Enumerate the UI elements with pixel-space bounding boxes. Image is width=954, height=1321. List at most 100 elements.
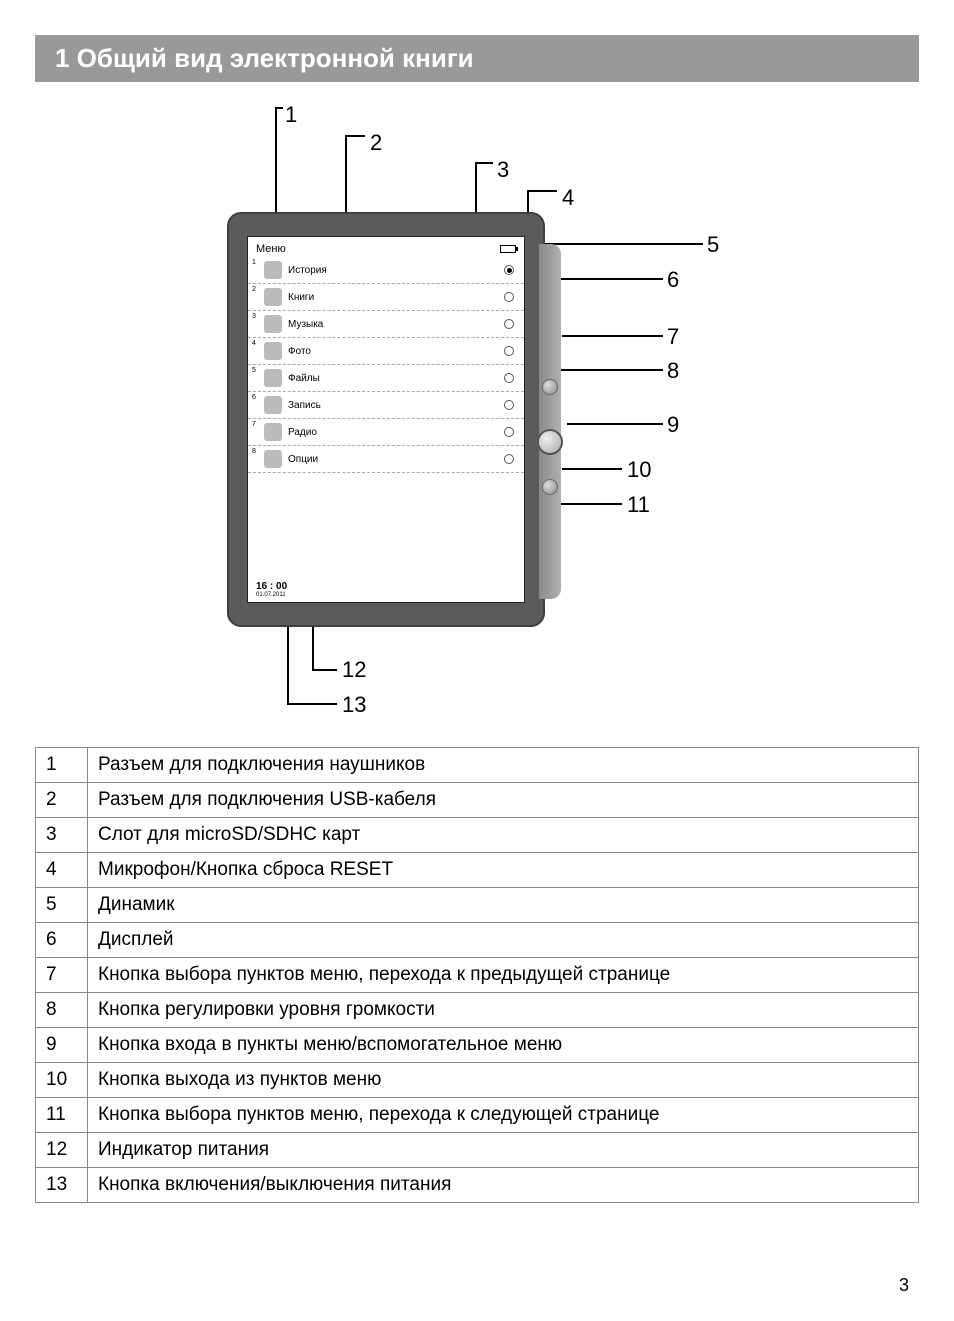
- callout-13: 13: [342, 692, 366, 718]
- legend-number: 13: [36, 1168, 88, 1203]
- screen-header: Меню: [248, 237, 524, 257]
- callout-line: [527, 190, 529, 212]
- legend-number: 9: [36, 1028, 88, 1063]
- menu-item-label: Фото: [288, 346, 311, 357]
- callout-line: [287, 627, 289, 704]
- menu-item-label-wrap: Запись: [254, 396, 321, 414]
- device-body: Меню 1История2Книги3Музыка4Фото5Файлы6За…: [227, 212, 545, 627]
- menu-item: 4Фото: [248, 338, 524, 365]
- menu-item-index: 8: [252, 448, 256, 455]
- callout-2: 2: [370, 130, 382, 156]
- menu-item-label-wrap: История: [254, 261, 327, 279]
- menu-item-label-wrap: Музыка: [254, 315, 323, 333]
- menu-item-index: 6: [252, 394, 256, 401]
- menu-item-label: Музыка: [288, 319, 323, 330]
- legend-number: 5: [36, 888, 88, 923]
- section-header: 1 Общий вид электронной книги: [35, 35, 919, 82]
- callout-line: [527, 190, 557, 192]
- callout-line: [562, 468, 622, 470]
- clock-date: 01.07.2011: [256, 592, 287, 598]
- legend-number: 3: [36, 818, 88, 853]
- callout-line: [545, 243, 703, 245]
- legend-text: Слот для microSD/SDHC карт: [88, 818, 919, 853]
- menu-item-index: 1: [252, 259, 256, 266]
- callout-line: [287, 703, 337, 705]
- callout-line: [275, 107, 277, 212]
- legend-text: Индикатор питания: [88, 1133, 919, 1168]
- menu-item-icon: [264, 369, 282, 387]
- battery-icon: [500, 245, 516, 253]
- menu-item-radio: [504, 373, 514, 383]
- section-title: 1 Общий вид электронной книги: [55, 43, 899, 74]
- menu-item-icon: [264, 423, 282, 441]
- menu-item-label-wrap: Файлы: [254, 369, 320, 387]
- callout-8: 8: [667, 358, 679, 384]
- clock-time: 16 : 00: [256, 581, 287, 592]
- callout-line: [562, 335, 663, 337]
- menu-item-label: Радио: [288, 427, 317, 438]
- side-button-up: [542, 379, 558, 395]
- side-button-ok: [537, 429, 563, 455]
- menu-item-radio: [504, 346, 514, 356]
- callout-line: [555, 503, 622, 505]
- table-row: 1Разъем для подключения наушников: [36, 748, 919, 783]
- legend-text: Микрофон/Кнопка сброса RESET: [88, 853, 919, 888]
- legend-text: Кнопка выхода из пунктов меню: [88, 1063, 919, 1098]
- menu-item-index: 3: [252, 313, 256, 320]
- menu-item: 6 Запись: [248, 392, 524, 419]
- menu-item-label-wrap: Книги: [254, 288, 314, 306]
- legend-number: 12: [36, 1133, 88, 1168]
- menu-item-icon: [264, 396, 282, 414]
- menu-item-icon: [264, 342, 282, 360]
- table-row: 10Кнопка выхода из пунктов меню: [36, 1063, 919, 1098]
- table-row: 2Разъем для подключения USB-кабеля: [36, 783, 919, 818]
- menu-item-index: 2: [252, 286, 256, 293]
- callout-5: 5: [707, 232, 719, 258]
- menu-item-icon: [264, 288, 282, 306]
- menu-item-icon: [264, 315, 282, 333]
- menu-item-label: Запись: [288, 400, 321, 411]
- callout-line: [312, 627, 314, 670]
- menu-item: 2 Книги: [248, 284, 524, 311]
- callout-4: 4: [562, 185, 574, 211]
- menu-list: 1История2Книги3Музыка4Фото5Файлы6Запись7…: [248, 257, 524, 473]
- callout-12: 12: [342, 657, 366, 683]
- menu-item-label: Книги: [288, 292, 314, 303]
- menu-item: 5Файлы: [248, 365, 524, 392]
- device-side-panel: [539, 244, 561, 599]
- legend-number: 4: [36, 853, 88, 888]
- legend-number: 7: [36, 958, 88, 993]
- legend-text: Разъем для подключения USB-кабеля: [88, 783, 919, 818]
- menu-item: 1История: [248, 257, 524, 284]
- menu-item-radio: [504, 454, 514, 464]
- menu-item: 8Опции: [248, 446, 524, 473]
- legend-number: 10: [36, 1063, 88, 1098]
- menu-item: 7Радио: [248, 419, 524, 446]
- callout-7: 7: [667, 324, 679, 350]
- menu-item-radio: [504, 265, 514, 275]
- callout-9: 9: [667, 412, 679, 438]
- table-row: 5Динамик: [36, 888, 919, 923]
- legend-text: Кнопка входа в пункты меню/вспомогательн…: [88, 1028, 919, 1063]
- legend-text: Разъем для подключения наушников: [88, 748, 919, 783]
- menu-item: 3 Музыка: [248, 311, 524, 338]
- table-row: 12Индикатор питания: [36, 1133, 919, 1168]
- menu-item-icon: [264, 450, 282, 468]
- legend-text: Дисплей: [88, 923, 919, 958]
- menu-item-radio: [504, 400, 514, 410]
- callout-line: [475, 162, 493, 164]
- side-button-down: [542, 479, 558, 495]
- callout-line: [567, 423, 663, 425]
- table-row: 11Кнопка выбора пунктов меню, перехода к…: [36, 1098, 919, 1133]
- menu-item-label-wrap: Фото: [254, 342, 311, 360]
- table-row: 8Кнопка регулировки уровня громкости: [36, 993, 919, 1028]
- table-row: 13Кнопка включения/выключения питания: [36, 1168, 919, 1203]
- callout-line: [345, 135, 347, 212]
- callout-3: 3: [497, 157, 509, 183]
- legend-text: Кнопка включения/выключения питания: [88, 1168, 919, 1203]
- legend-number: 2: [36, 783, 88, 818]
- callout-11: 11: [627, 492, 650, 518]
- menu-item-index: 5: [252, 367, 256, 374]
- callout-10: 10: [627, 457, 651, 483]
- legend-number: 11: [36, 1098, 88, 1133]
